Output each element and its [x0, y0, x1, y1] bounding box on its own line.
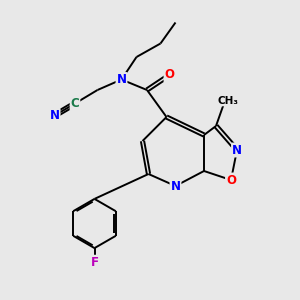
Text: N: N — [232, 143, 242, 157]
Text: N: N — [50, 109, 60, 122]
Text: F: F — [91, 256, 98, 269]
Text: N: N — [170, 179, 181, 193]
Text: O: O — [164, 68, 175, 82]
Text: O: O — [226, 173, 236, 187]
Text: CH₃: CH₃ — [218, 95, 239, 106]
Text: N: N — [116, 73, 127, 86]
Text: C: C — [70, 97, 80, 110]
